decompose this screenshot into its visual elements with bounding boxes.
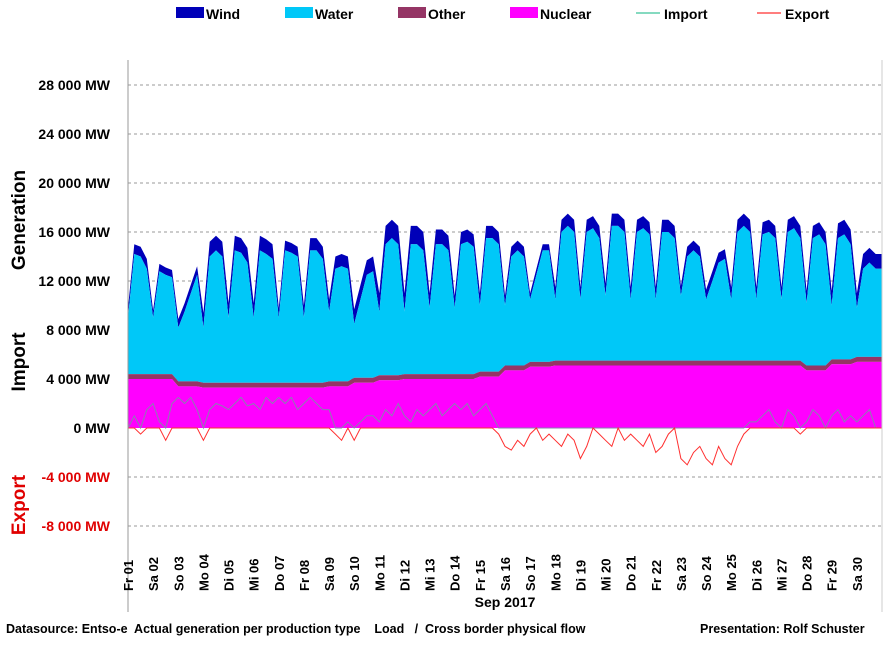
legend: Wind Water Other Nuclear Import Export bbox=[176, 6, 830, 22]
stacked-areas bbox=[128, 213, 882, 428]
y-tick-label: 24 000 MW bbox=[38, 126, 110, 142]
wind-area bbox=[128, 213, 882, 328]
x-day-label: Sa 09 bbox=[322, 557, 337, 591]
legend-swatch-water bbox=[285, 7, 313, 18]
y-tick-label: 8 000 MW bbox=[46, 322, 111, 338]
x-day-label: Sa 02 bbox=[146, 557, 161, 591]
x-day-label: Mo 25 bbox=[724, 554, 739, 591]
x-day-label: Di 12 bbox=[397, 560, 412, 591]
x-day-label: So 10 bbox=[347, 556, 362, 591]
x-day-label: Fr 22 bbox=[649, 560, 664, 591]
y-tick-label: -8 000 MW bbox=[42, 518, 111, 534]
footer-presentation: Presentation: Rolf Schuster bbox=[700, 622, 865, 636]
nuclear-area bbox=[128, 361, 882, 428]
x-day-label: Do 28 bbox=[800, 556, 815, 591]
x-day-label: So 17 bbox=[523, 556, 538, 591]
legend-swatch-nuclear bbox=[510, 7, 538, 18]
footer-datasource: Datasource: Entso-e Actual generation pe… bbox=[6, 622, 586, 636]
x-day-label: Sa 16 bbox=[498, 557, 513, 591]
water-area bbox=[128, 225, 882, 383]
x-day-label: Mi 20 bbox=[599, 558, 614, 591]
flow-lines bbox=[127, 396, 882, 466]
y-tick-label: 16 000 MW bbox=[38, 224, 110, 240]
legend-label-import: Import bbox=[664, 6, 708, 22]
x-day-label: Mo 04 bbox=[196, 553, 211, 591]
x-day-labels: Fr 01 Sa 02 So 03 Mo 04 Di 05 Mi 06 Do 07 Fr 08… bbox=[121, 553, 865, 591]
y-tick-label: 20 000 MW bbox=[38, 175, 110, 191]
legend-label-other: Other bbox=[428, 6, 466, 22]
x-day-label: Do 21 bbox=[624, 556, 639, 591]
x-day-label: Fr 15 bbox=[473, 560, 488, 591]
x-day-label: Di 19 bbox=[573, 560, 588, 591]
y-tick-label: 12 000 MW bbox=[38, 273, 110, 289]
x-day-label: Sa 30 bbox=[850, 557, 865, 591]
x-day-label: Mi 13 bbox=[423, 558, 438, 591]
other-area bbox=[128, 356, 882, 388]
export-line bbox=[128, 426, 882, 466]
x-day-label: Do 14 bbox=[448, 555, 463, 591]
x-day-label: Di 05 bbox=[222, 560, 237, 591]
x-day-label: Fr 01 bbox=[121, 560, 136, 591]
legend-swatch-wind bbox=[176, 7, 204, 18]
legend-label-wind: Wind bbox=[206, 6, 240, 22]
y-tick-labels: -8 000 MW -4 000 MW 0 MW 4 000 MW 8 000 MW 12… bbox=[38, 77, 110, 534]
x-day-label: Fr 08 bbox=[297, 560, 312, 591]
legend-swatch-other bbox=[398, 7, 426, 18]
x-day-label: Mi 06 bbox=[247, 558, 262, 591]
x-day-label: Fr 29 bbox=[825, 560, 840, 591]
y-label-generation: Generation bbox=[9, 170, 30, 270]
x-day-label: Mo 11 bbox=[372, 555, 387, 591]
import-line bbox=[127, 396, 882, 430]
x-day-label: Sa 23 bbox=[674, 557, 689, 591]
x-day-label: So 03 bbox=[171, 556, 186, 591]
y-tick-label: 0 MW bbox=[73, 420, 110, 436]
y-label-import: Import bbox=[9, 332, 30, 392]
y-tick-label: 28 000 MW bbox=[38, 77, 110, 93]
y-tick-label: -4 000 MW bbox=[42, 469, 111, 485]
y-label-export: Export bbox=[9, 474, 30, 535]
x-day-label: Mo 18 bbox=[548, 554, 563, 591]
legend-label-export: Export bbox=[785, 6, 830, 22]
legend-label-nuclear: Nuclear bbox=[540, 6, 592, 22]
x-day-label: Mi 27 bbox=[774, 558, 789, 591]
y-tick-label: 4 000 MW bbox=[46, 371, 111, 387]
x-day-label: Do 07 bbox=[272, 556, 287, 591]
legend-label-water: Water bbox=[315, 6, 354, 22]
x-axis-title: Sep 2017 bbox=[475, 594, 536, 610]
x-day-label: Di 26 bbox=[749, 560, 764, 591]
x-day-label: So 24 bbox=[699, 556, 714, 591]
